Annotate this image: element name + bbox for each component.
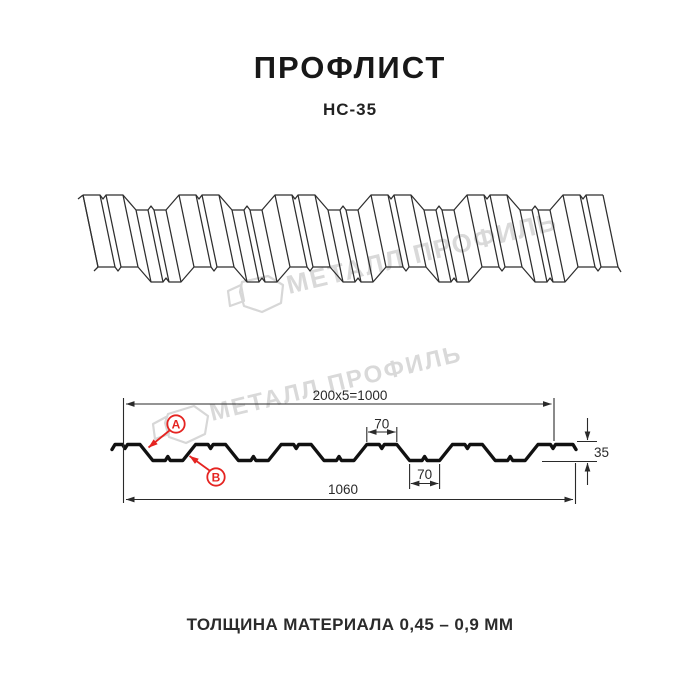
profile-model-subtitle: НС-35 <box>322 100 378 119</box>
dim-refs-height <box>542 440 597 463</box>
sheet-3d-view <box>77 194 622 283</box>
callout-b-arrow <box>188 455 211 472</box>
sheet-front-edge <box>93 266 622 283</box>
dim-label-top-length: 200x5=1000 <box>313 388 388 403</box>
brand-logo-watermark-icon <box>163 404 210 445</box>
callout-b-circle <box>206 467 226 487</box>
brand-logo-watermark-icon <box>238 274 285 314</box>
callout-a-label: А <box>172 418 181 432</box>
callouts: А В <box>147 414 226 487</box>
brand-watermark-text: МЕТАЛЛ ПРОФИЛЬ <box>207 340 465 427</box>
profile-outline <box>110 442 578 463</box>
watermark-3d: МЕТАЛЛ ПРОФИЛЬ <box>226 206 561 314</box>
dim-label-total-width: 1060 <box>328 482 358 497</box>
dim-label-valley-width: 70 <box>417 467 432 482</box>
callout-a-circle <box>166 414 186 434</box>
material-thickness-note: ТОЛЩИНА МАТЕРИАЛА 0,45 – 0,9 ММ <box>186 615 514 634</box>
watermark-section: МЕТАЛЛ ПРОФИЛЬ <box>151 340 465 445</box>
dim-label-height: 35 <box>594 445 609 460</box>
dim-ticks-valley <box>409 464 441 489</box>
sheet-rib-lines <box>82 194 602 283</box>
sheet-back-edge <box>77 194 603 211</box>
dimensions: 200x5=1000 1060 70 70 35 <box>122 388 609 504</box>
extension-lines <box>122 398 577 504</box>
dim-label-crest-width: 70 <box>374 417 389 432</box>
cross-section-view <box>110 442 578 463</box>
brand-logo-watermark-icon <box>226 283 246 308</box>
callout-b-label: В <box>212 471 221 485</box>
brand-logo-watermark-icon <box>151 415 171 441</box>
page-title: ПРОФЛИСТ <box>253 50 447 85</box>
callout-a-arrow <box>147 429 171 449</box>
dim-ticks-crest <box>366 427 398 442</box>
